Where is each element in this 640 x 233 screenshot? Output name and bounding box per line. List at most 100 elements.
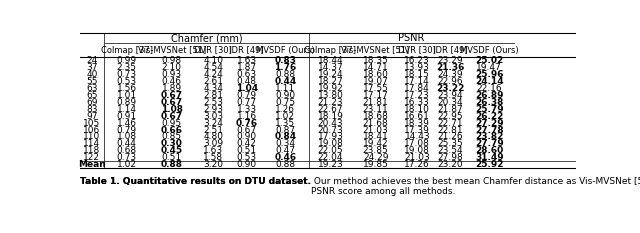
Text: 23.82: 23.82 xyxy=(475,133,504,141)
Text: IDR [49]: IDR [49] xyxy=(433,45,468,55)
Text: 0.53: 0.53 xyxy=(116,77,137,86)
Text: 1.33: 1.33 xyxy=(237,105,257,114)
Text: 0.53: 0.53 xyxy=(237,153,257,162)
Text: 0.93: 0.93 xyxy=(162,70,182,79)
Text: 17.17: 17.17 xyxy=(363,91,388,100)
Text: 19.08: 19.08 xyxy=(317,139,344,148)
Text: 18.39: 18.39 xyxy=(404,119,430,127)
Text: 21.26: 21.26 xyxy=(438,133,463,141)
Text: 25.35: 25.35 xyxy=(438,139,463,148)
Text: 1.14: 1.14 xyxy=(116,105,136,114)
Text: 2.93: 2.93 xyxy=(204,105,223,114)
Text: 18.10: 18.10 xyxy=(404,105,430,114)
Text: 97: 97 xyxy=(86,112,98,121)
Text: Mean: Mean xyxy=(78,160,106,169)
Text: 24.39: 24.39 xyxy=(438,70,463,79)
Text: 21.03: 21.03 xyxy=(404,153,430,162)
Text: 0.77: 0.77 xyxy=(237,98,257,107)
Text: 17.14: 17.14 xyxy=(404,77,430,86)
Text: 118: 118 xyxy=(83,146,100,155)
Text: 27.79: 27.79 xyxy=(475,139,504,148)
Text: 0.51: 0.51 xyxy=(237,146,257,155)
Text: 18.27: 18.27 xyxy=(317,77,343,86)
Text: 16.33: 16.33 xyxy=(404,98,430,107)
Text: 22.81: 22.81 xyxy=(438,126,463,134)
Text: 18.68: 18.68 xyxy=(363,112,388,121)
Text: 22.96: 22.96 xyxy=(438,77,463,86)
Text: 0.90: 0.90 xyxy=(237,160,257,169)
Text: 19.08: 19.08 xyxy=(404,146,430,155)
Text: DVR [30]: DVR [30] xyxy=(398,45,436,55)
Text: 1.87: 1.87 xyxy=(237,63,257,72)
Text: 17.84: 17.84 xyxy=(404,84,430,93)
Text: 0.75: 0.75 xyxy=(275,98,296,107)
Text: Table 1. Quantitative results on DTU dataset.: Table 1. Quantitative results on DTU dat… xyxy=(80,177,311,186)
Text: 22.95: 22.95 xyxy=(438,112,463,121)
Text: 14.37: 14.37 xyxy=(317,63,343,72)
Text: 21.03: 21.03 xyxy=(363,126,388,134)
Text: 25.79: 25.79 xyxy=(475,105,504,114)
Text: 1.58: 1.58 xyxy=(204,153,223,162)
Text: 23.20: 23.20 xyxy=(438,160,463,169)
Text: 40: 40 xyxy=(86,70,97,79)
Text: 4.34: 4.34 xyxy=(204,84,223,93)
Text: 4.80: 4.80 xyxy=(204,133,223,141)
Text: 22.16: 22.16 xyxy=(476,84,502,93)
Text: 1.76: 1.76 xyxy=(274,63,296,72)
Text: 0.88: 0.88 xyxy=(161,160,183,169)
Text: 2.35: 2.35 xyxy=(116,63,136,72)
Text: 19.47: 19.47 xyxy=(476,63,502,72)
Text: Colmap [37]: Colmap [37] xyxy=(305,45,356,55)
Text: MVSDF (Ours): MVSDF (Ours) xyxy=(460,45,518,55)
Text: 22.04: 22.04 xyxy=(317,153,343,162)
Text: Our method achieves the best mean Chamfer distance as Vis-MVSNet [51] and the hi: Our method achieves the best mean Chamfe… xyxy=(311,177,640,196)
Text: 122: 122 xyxy=(83,153,100,162)
Text: 18.41: 18.41 xyxy=(363,133,388,141)
Text: 1.46: 1.46 xyxy=(116,119,136,127)
Text: 0.79: 0.79 xyxy=(116,126,137,134)
Text: 17.93: 17.93 xyxy=(317,133,344,141)
Text: 23.22: 23.22 xyxy=(436,84,465,93)
Text: 0.44: 0.44 xyxy=(116,139,136,148)
Text: 114: 114 xyxy=(83,139,100,148)
Text: 0.73: 0.73 xyxy=(116,153,137,162)
Text: 0.90: 0.90 xyxy=(275,91,296,100)
Text: 106: 106 xyxy=(83,126,100,134)
Text: 0.68: 0.68 xyxy=(116,146,137,155)
Text: 13.80: 13.80 xyxy=(317,91,344,100)
Text: 0.85: 0.85 xyxy=(162,133,182,141)
Text: 28.60: 28.60 xyxy=(475,146,503,155)
Text: 1.63: 1.63 xyxy=(237,56,257,65)
Text: 0.67: 0.67 xyxy=(161,98,183,107)
Text: 0.45: 0.45 xyxy=(161,146,183,155)
Text: 1.08: 1.08 xyxy=(161,105,183,114)
Text: 0.67: 0.67 xyxy=(237,126,257,134)
Text: 0.46: 0.46 xyxy=(162,77,182,86)
Text: 17.23: 17.23 xyxy=(404,91,430,100)
Text: 16.61: 16.61 xyxy=(404,112,430,121)
Text: 23.11: 23.11 xyxy=(363,105,388,114)
Text: 3.09: 3.09 xyxy=(204,139,223,148)
Text: DVR [30]: DVR [30] xyxy=(195,45,232,55)
Text: 0.89: 0.89 xyxy=(116,98,137,107)
Text: 27.98: 27.98 xyxy=(438,153,463,162)
Text: 2.61: 2.61 xyxy=(204,77,223,86)
Text: 0.42: 0.42 xyxy=(237,139,257,148)
Text: 0.44: 0.44 xyxy=(274,77,296,86)
Text: 17.39: 17.39 xyxy=(404,126,430,134)
Text: 19.07: 19.07 xyxy=(363,77,388,86)
Text: 25.02: 25.02 xyxy=(475,56,503,65)
Text: 55: 55 xyxy=(86,77,98,86)
Text: 0.47: 0.47 xyxy=(275,146,295,155)
Text: 3.24: 3.24 xyxy=(204,119,223,127)
Text: 1.35: 1.35 xyxy=(275,119,296,127)
Text: 0.91: 0.91 xyxy=(116,112,137,121)
Text: 31.49: 31.49 xyxy=(475,153,504,162)
Text: 13.93: 13.93 xyxy=(404,63,430,72)
Text: 0.88: 0.88 xyxy=(275,160,296,169)
Text: 1.89: 1.89 xyxy=(162,84,182,93)
Text: 26.38: 26.38 xyxy=(475,98,504,107)
Text: IDR [49]: IDR [49] xyxy=(229,45,264,55)
Text: 19.23: 19.23 xyxy=(317,160,343,169)
Text: 16.23: 16.23 xyxy=(404,56,430,65)
